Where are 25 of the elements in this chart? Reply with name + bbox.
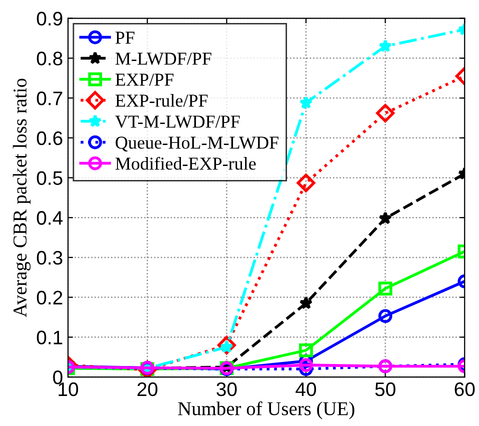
y-axis-title: Average CBR packet loss ratio bbox=[12, 78, 31, 318]
x-tick-label: 60 bbox=[454, 382, 475, 396]
legend-label: Queue-HoL-M-LWDF bbox=[116, 136, 278, 152]
y-tick-label: 0 bbox=[53, 370, 62, 384]
legend-label: PF bbox=[115, 32, 134, 44]
y-tick-label: 0.3 bbox=[36, 250, 62, 265]
x-tick-label: 20 bbox=[138, 382, 158, 396]
x-tick-label: 50 bbox=[375, 382, 396, 396]
x-axis-title: Number of Users (UE) bbox=[178, 401, 354, 420]
y-tick-label: 0.1 bbox=[36, 330, 62, 344]
legend-label: Modified-EXP-rule bbox=[115, 156, 256, 170]
y-tick-label: 0.6 bbox=[36, 131, 62, 146]
y-tick-label: 0.4 bbox=[36, 211, 63, 225]
legend-label: VT-M-LWDF/PF bbox=[115, 116, 240, 128]
legend-label: EXP/PF bbox=[115, 74, 174, 86]
x-tick-label: 10 bbox=[58, 382, 78, 396]
x-tick-label: 40 bbox=[296, 382, 316, 396]
y-tick-label: 0.2 bbox=[36, 290, 62, 305]
legend-label: EXP-rule/PF bbox=[115, 94, 208, 107]
x-tick-label: 30 bbox=[216, 382, 237, 396]
legend-label: M-LWDF/PF bbox=[115, 52, 212, 65]
y-tick-label: 0.9 bbox=[36, 12, 62, 26]
y-tick-label: 0.7 bbox=[36, 91, 62, 106]
y-tick-label: 0.8 bbox=[36, 52, 62, 66]
y-tick-label: 0.5 bbox=[36, 171, 62, 185]
